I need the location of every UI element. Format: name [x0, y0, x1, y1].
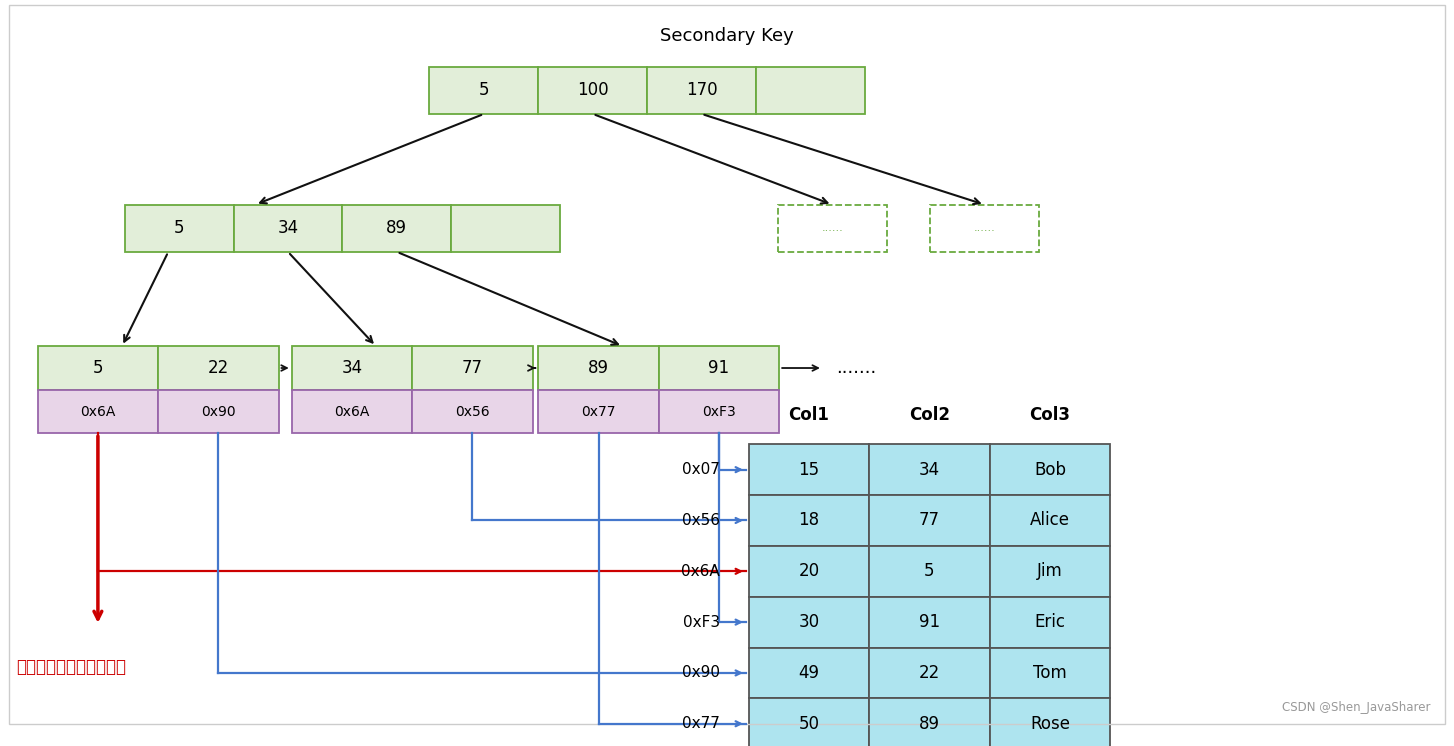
FancyBboxPatch shape — [990, 444, 1109, 495]
Text: 0x56: 0x56 — [682, 513, 720, 528]
FancyBboxPatch shape — [749, 648, 869, 698]
FancyBboxPatch shape — [38, 346, 158, 390]
Text: Secondary Key: Secondary Key — [660, 27, 794, 45]
FancyBboxPatch shape — [778, 204, 887, 252]
Text: 5: 5 — [93, 359, 103, 377]
FancyBboxPatch shape — [659, 346, 779, 390]
Text: 0x90: 0x90 — [682, 665, 720, 680]
Text: 91: 91 — [919, 613, 939, 631]
Text: 89: 89 — [387, 219, 407, 237]
FancyBboxPatch shape — [931, 204, 1040, 252]
FancyBboxPatch shape — [234, 204, 343, 252]
Text: ......: ...... — [974, 223, 996, 233]
Text: 0x6A: 0x6A — [334, 404, 369, 419]
Text: Col1: Col1 — [788, 407, 829, 424]
Text: 50: 50 — [798, 715, 820, 733]
Text: 0x6A: 0x6A — [80, 404, 115, 419]
Text: 5: 5 — [925, 562, 935, 580]
FancyBboxPatch shape — [538, 66, 647, 114]
FancyBboxPatch shape — [990, 495, 1109, 546]
Text: 15: 15 — [798, 460, 820, 479]
FancyBboxPatch shape — [869, 444, 990, 495]
FancyBboxPatch shape — [411, 346, 532, 390]
Text: Col3: Col3 — [1029, 407, 1070, 424]
Text: 0x56: 0x56 — [455, 404, 490, 419]
FancyBboxPatch shape — [292, 346, 411, 390]
FancyBboxPatch shape — [756, 66, 865, 114]
FancyBboxPatch shape — [990, 597, 1109, 648]
Text: 0x6A: 0x6A — [680, 564, 720, 579]
FancyBboxPatch shape — [125, 204, 234, 252]
FancyBboxPatch shape — [869, 495, 990, 546]
Text: ......: ...... — [822, 223, 843, 233]
FancyBboxPatch shape — [749, 495, 869, 546]
FancyBboxPatch shape — [158, 390, 279, 433]
FancyBboxPatch shape — [990, 698, 1109, 746]
Text: 0x07: 0x07 — [682, 463, 720, 477]
Text: 34: 34 — [342, 359, 362, 377]
Text: 0x77: 0x77 — [682, 716, 720, 731]
Text: Jim: Jim — [1037, 562, 1063, 580]
Text: Alice: Alice — [1029, 512, 1070, 530]
FancyBboxPatch shape — [749, 597, 869, 648]
FancyBboxPatch shape — [158, 346, 279, 390]
Text: 0xF3: 0xF3 — [682, 615, 720, 630]
FancyBboxPatch shape — [869, 597, 990, 648]
Text: 170: 170 — [686, 81, 717, 99]
FancyBboxPatch shape — [451, 204, 560, 252]
FancyBboxPatch shape — [869, 546, 990, 597]
FancyBboxPatch shape — [659, 390, 779, 433]
Text: 22: 22 — [208, 359, 228, 377]
Text: Col2: Col2 — [909, 407, 949, 424]
FancyBboxPatch shape — [38, 390, 158, 433]
Text: Tom: Tom — [1032, 664, 1067, 682]
Text: 0x90: 0x90 — [201, 404, 236, 419]
FancyBboxPatch shape — [869, 698, 990, 746]
FancyBboxPatch shape — [343, 204, 451, 252]
Text: Bob: Bob — [1034, 460, 1066, 479]
Text: 30: 30 — [798, 613, 820, 631]
FancyBboxPatch shape — [749, 698, 869, 746]
Text: 100: 100 — [577, 81, 609, 99]
Text: .......: ....... — [836, 359, 877, 377]
Text: 20: 20 — [798, 562, 820, 580]
FancyBboxPatch shape — [292, 390, 411, 433]
Text: 91: 91 — [708, 359, 730, 377]
FancyBboxPatch shape — [647, 66, 756, 114]
Text: 77: 77 — [462, 359, 483, 377]
Text: 34: 34 — [919, 460, 939, 479]
Text: 5: 5 — [478, 81, 489, 99]
FancyBboxPatch shape — [749, 444, 869, 495]
Text: Rose: Rose — [1029, 715, 1070, 733]
Text: Eric: Eric — [1034, 613, 1066, 631]
FancyBboxPatch shape — [429, 66, 538, 114]
FancyBboxPatch shape — [990, 648, 1109, 698]
Text: 0xF3: 0xF3 — [702, 404, 736, 419]
Text: 22: 22 — [919, 664, 941, 682]
Text: 18: 18 — [798, 512, 820, 530]
FancyBboxPatch shape — [538, 346, 659, 390]
Text: CSDN @Shen_JavaSharer: CSDN @Shen_JavaSharer — [1282, 701, 1431, 715]
Text: 89: 89 — [919, 715, 939, 733]
FancyBboxPatch shape — [411, 390, 532, 433]
Text: 49: 49 — [798, 664, 820, 682]
Text: 保存行数据的物理地址值: 保存行数据的物理地址值 — [16, 659, 126, 677]
FancyBboxPatch shape — [749, 546, 869, 597]
FancyBboxPatch shape — [990, 546, 1109, 597]
Text: 5: 5 — [174, 219, 185, 237]
Text: 77: 77 — [919, 512, 939, 530]
FancyBboxPatch shape — [869, 648, 990, 698]
Text: 89: 89 — [587, 359, 609, 377]
FancyBboxPatch shape — [538, 390, 659, 433]
Text: 0x77: 0x77 — [582, 404, 616, 419]
Text: 34: 34 — [278, 219, 298, 237]
